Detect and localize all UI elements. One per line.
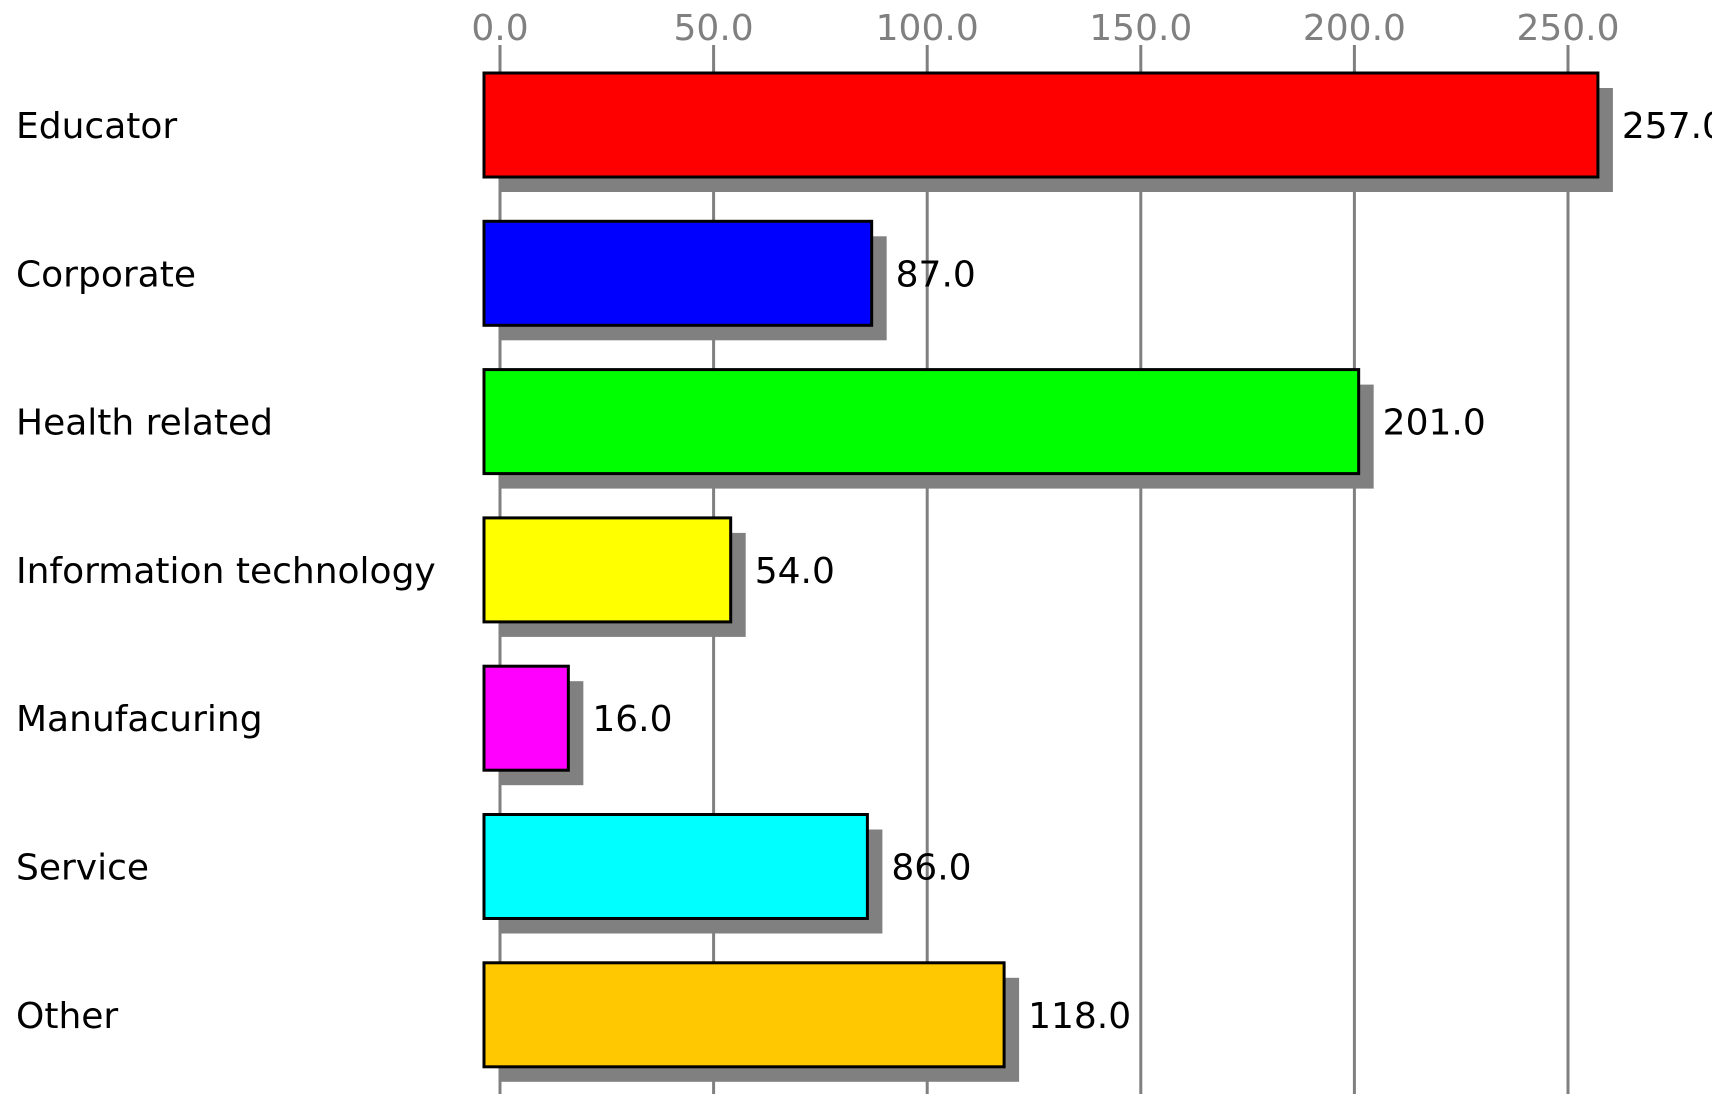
- x-axis-tick-labels: 0.0 50.0 100.0 150.0 200.0 250.0: [471, 8, 1619, 49]
- bar: [482, 961, 1006, 1069]
- x-tick-label: 0.0: [471, 8, 528, 49]
- bar-value-label: 86.0: [891, 848, 971, 889]
- bars: [482, 71, 1600, 1069]
- category-label: Other: [16, 996, 118, 1037]
- bar: [482, 516, 733, 624]
- bar-value-label: 118.0: [1028, 996, 1131, 1037]
- bar: [482, 368, 1361, 476]
- x-tick-label: 50.0: [674, 8, 754, 49]
- bar: [482, 71, 1600, 179]
- x-tick-label: 100.0: [876, 8, 979, 49]
- category-label: Manufacuring: [16, 699, 263, 740]
- category-label: Educator: [16, 106, 177, 147]
- bar-value-label: 54.0: [755, 551, 835, 592]
- category-label: Health related: [16, 403, 273, 444]
- bar: [482, 664, 570, 772]
- bar-value-label: 201.0: [1383, 403, 1486, 444]
- x-tick-label: 250.0: [1516, 8, 1619, 49]
- bar-value-label: 16.0: [592, 699, 672, 740]
- data-labels: 257.0 87.0 201.0 54.0 16.0 86.0 118.0: [592, 106, 1712, 1037]
- x-tick-label: 150.0: [1089, 8, 1192, 49]
- category-labels: Educator Corporate Health related Informati…: [16, 106, 436, 1037]
- bar-value-label: 257.0: [1622, 106, 1712, 147]
- bar: [482, 813, 869, 920]
- category-label: Corporate: [16, 254, 196, 295]
- bar-value-label: 87.0: [896, 254, 976, 295]
- x-tick-label: 200.0: [1303, 8, 1406, 49]
- bar: [482, 219, 874, 327]
- category-label: Service: [16, 848, 149, 889]
- category-label: Information technology: [16, 551, 436, 592]
